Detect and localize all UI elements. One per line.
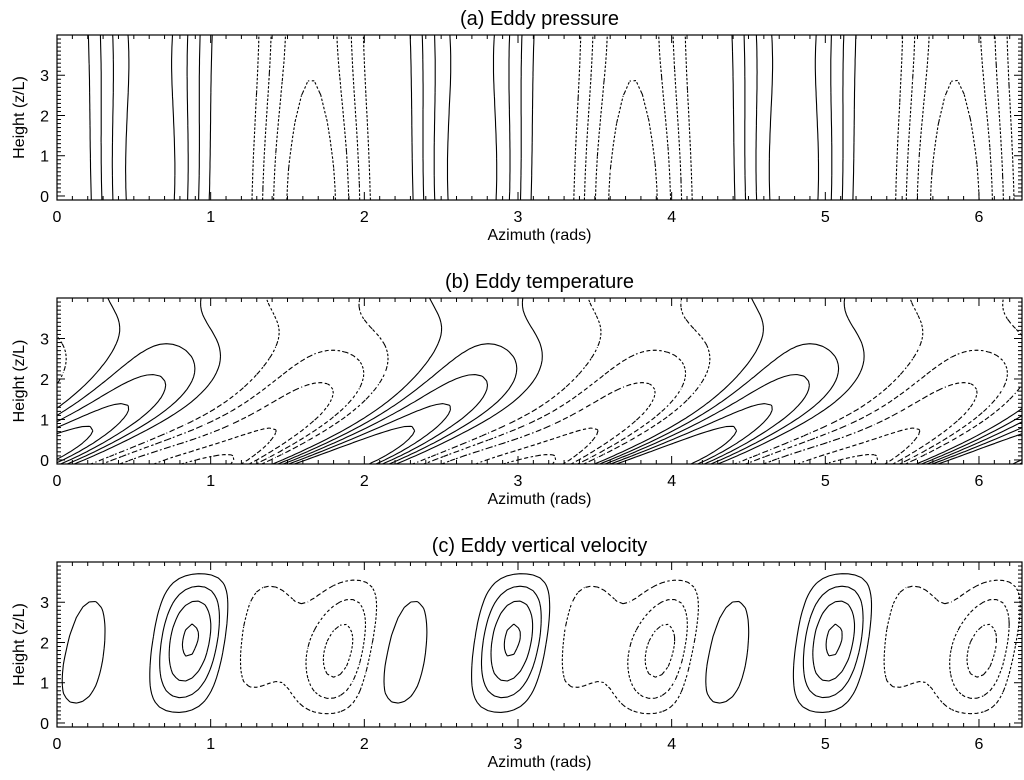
- x-tick-label: 3: [514, 473, 523, 490]
- contour-positive: [168, 600, 856, 682]
- y-tick-label: 0: [40, 716, 49, 733]
- x-axis-label: Azimuth (rads): [487, 754, 591, 771]
- contour-negative: [181, 454, 879, 464]
- contour-negative: [153, 427, 921, 464]
- y-tick-label: 1: [40, 676, 49, 693]
- contour-positive: [181, 623, 843, 657]
- x-tick-label: 3: [514, 736, 523, 753]
- plot-frame: [56, 561, 1023, 728]
- contour-positive: [111, 35, 833, 200]
- x-tick-label: 5: [821, 736, 830, 753]
- contour-negative: [239, 579, 1021, 715]
- contour-positive: [99, 35, 845, 200]
- y-tick-label: 2: [40, 108, 49, 125]
- x-axis-label: Azimuth (rads): [487, 491, 591, 508]
- x-tick-label: 2: [360, 736, 369, 753]
- contour-positive: [57, 343, 1022, 464]
- contour-negative: [57, 298, 1022, 464]
- x-tick-label: 6: [975, 473, 984, 490]
- plot-frame: [56, 297, 1023, 465]
- x-tick-label: 5: [821, 473, 830, 490]
- contour-lines: [87, 35, 1015, 200]
- contour-positive: [57, 298, 1022, 464]
- y-tick-label: 3: [40, 331, 49, 348]
- contour-negative: [273, 35, 993, 200]
- x-tick-label: 0: [53, 209, 62, 226]
- x-tick-label: 6: [975, 736, 984, 753]
- x-tick-label: 0: [53, 473, 62, 490]
- x-tick-label: 6: [975, 209, 984, 226]
- contour-lines: [57, 298, 1022, 464]
- y-tick-label: 1: [40, 412, 49, 429]
- y-axis-label: Height (z/L): [11, 340, 28, 423]
- chart-title: (a) Eddy pressure: [460, 8, 619, 30]
- x-tick-label: 1: [206, 209, 215, 226]
- contour-lines: [61, 573, 1021, 715]
- y-tick-label: 0: [40, 189, 49, 206]
- x-axis-label: Azimuth (rads): [487, 227, 591, 244]
- x-tick-label: 4: [667, 736, 676, 753]
- y-tick-label: 3: [40, 595, 49, 612]
- x-tick-label: 1: [206, 736, 215, 753]
- y-axis-label: Height (z/L): [11, 76, 28, 159]
- x-tick-label: 5: [821, 209, 830, 226]
- y-tick-label: 2: [40, 635, 49, 652]
- contour-negative: [119, 382, 978, 464]
- contour-negative: [305, 598, 1010, 699]
- x-tick-label: 1: [206, 473, 215, 490]
- contour-negative: [262, 35, 1004, 200]
- y-tick-label: 1: [40, 149, 49, 166]
- y-axis-label: Height (z/L): [11, 603, 28, 686]
- plot-frame: [56, 34, 1023, 201]
- contour-positive: [57, 403, 1022, 464]
- x-tick-label: 4: [667, 209, 676, 226]
- contour-negative: [251, 35, 1015, 200]
- contour-negative: [101, 349, 1008, 464]
- x-tick-label: 2: [360, 209, 369, 226]
- y-tick-label: 0: [40, 453, 49, 470]
- x-tick-label: 2: [360, 473, 369, 490]
- contour-positive: [125, 35, 820, 200]
- x-tick-label: 4: [667, 473, 676, 490]
- contour-positive: [159, 585, 864, 699]
- y-tick-label: 3: [40, 68, 49, 85]
- chart-title: (b) Eddy temperature: [445, 271, 634, 293]
- chart-title: (c) Eddy vertical velocity: [432, 535, 648, 557]
- contour-positive: [61, 573, 873, 713]
- x-tick-label: 0: [53, 736, 62, 753]
- contour-positive: [87, 35, 857, 200]
- x-tick-label: 3: [514, 209, 523, 226]
- y-tick-label: 2: [40, 372, 49, 389]
- contour-positive: [57, 373, 1022, 464]
- contour-negative: [322, 623, 997, 678]
- contour-negative: [286, 79, 980, 200]
